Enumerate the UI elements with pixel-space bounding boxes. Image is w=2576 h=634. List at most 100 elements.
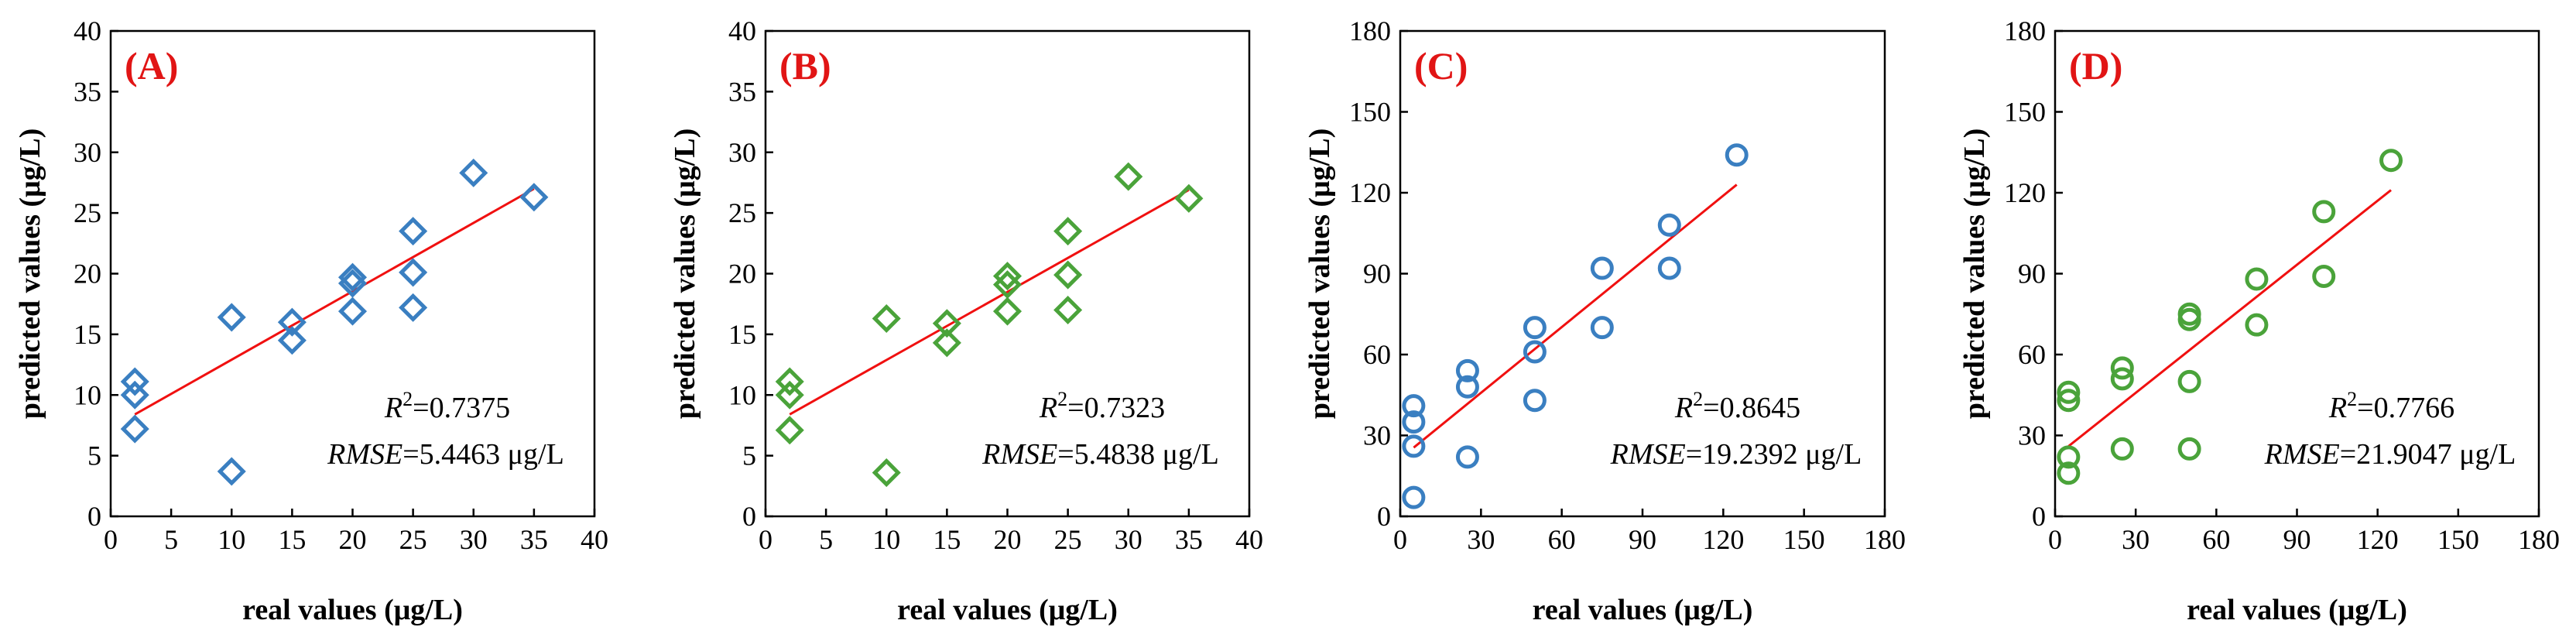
data-point [775, 367, 804, 396]
rmse-symbol: RMSE [981, 438, 1057, 471]
data-point [1523, 340, 1547, 364]
data-point [1053, 260, 1083, 290]
panel-b: 0 5 10 15 20 25 30 35 40 0 5 10 15 20 25 30 35 40 real val… [669, 15, 1263, 626]
x-tick-label: 0 [2048, 524, 2062, 555]
x-tick-label: 20 [994, 524, 1022, 555]
x-tick-label: 90 [1629, 524, 1656, 555]
data-point [1523, 316, 1547, 340]
y-tick-label: 5 [742, 440, 756, 471]
data-point [120, 380, 149, 410]
y-tick-label: 20 [728, 259, 756, 290]
data-point [932, 309, 961, 338]
data-point [337, 262, 368, 292]
data-point [2245, 313, 2269, 337]
rmse-annotation: RMSE=5.4463 μg/L [327, 438, 564, 471]
rmse-annotation: RMSE=5.4838 μg/L [981, 438, 1219, 471]
r2-annotation: R2=0.7375 [384, 388, 510, 424]
x-tick-label: 0 [104, 524, 118, 555]
data-point [992, 262, 1023, 291]
y-tick-label: 15 [74, 319, 101, 350]
y-tick-label: 90 [1363, 259, 1391, 290]
data-point [1657, 256, 1681, 280]
x-axis-label: real values (μg/L) [897, 594, 1118, 626]
data-point [2057, 461, 2081, 485]
y-tick-label: 0 [1377, 501, 1391, 532]
y-axis-label: predicted values (μg/L) [1303, 129, 1336, 420]
fit-line [134, 187, 535, 416]
y-tick-label: 40 [74, 15, 101, 46]
y-tick-label: 35 [74, 76, 101, 107]
y-axis-label: predicted values (μg/L) [669, 129, 701, 420]
r2-symbol: R [1039, 392, 1057, 424]
x-tick-label: 25 [399, 524, 427, 555]
fit-line [789, 189, 1190, 416]
x-tick-label: 35 [1175, 524, 1203, 555]
data-point [775, 416, 804, 445]
y-tick-label: 35 [728, 76, 756, 107]
data-point [2057, 389, 2081, 413]
data-point [2177, 302, 2201, 326]
data-point [519, 183, 549, 212]
x-tick-label: 30 [460, 524, 488, 555]
r2-superscript: 2 [402, 388, 413, 410]
panel-label: (A) [125, 44, 178, 87]
y-tick-label: 180 [1349, 15, 1391, 46]
x-tick-label: 10 [872, 524, 900, 555]
y-tick-label: 60 [2018, 339, 2046, 370]
data-point [1523, 389, 1547, 413]
y-tick-label: 25 [74, 197, 101, 228]
r2-value: =0.8645 [1703, 392, 1800, 424]
y-tick-label: 30 [74, 137, 101, 168]
panel-c: 0 30 60 90 120 150 180 0 30 60 90 120 150 180 real val… [1303, 15, 1906, 626]
panel-label: (B) [779, 44, 831, 87]
x-tick-label: 15 [278, 524, 306, 555]
y-tick-label: 120 [1349, 177, 1391, 208]
panel-label: (C) [1414, 44, 1468, 87]
data-point [2177, 437, 2201, 461]
x-tick-label: 40 [1235, 524, 1263, 555]
data-point [120, 414, 149, 444]
x-tick-label: 20 [339, 524, 367, 555]
data-point [217, 457, 246, 486]
data-point [2057, 380, 2081, 404]
r2-annotation: R2=0.7323 [1039, 388, 1165, 424]
y-axis-label: predicted values (μg/L) [14, 129, 46, 420]
data-point [1402, 485, 1426, 509]
y-tick-label: 150 [1349, 97, 1391, 128]
data-point [2245, 267, 2269, 291]
data-point [1590, 256, 1614, 280]
r2-superscript: 2 [1693, 388, 1703, 410]
data-point [1053, 217, 1083, 246]
x-tick-label: 180 [1864, 524, 1906, 555]
x-tick-label: 15 [933, 524, 961, 555]
data-point [217, 303, 246, 332]
r2-value: =0.7375 [413, 392, 510, 424]
panel-label: (D) [2069, 44, 2122, 87]
data-point [1657, 213, 1681, 237]
data-point [1402, 394, 1426, 418]
data-point [1402, 434, 1426, 458]
x-tick-label: 90 [2283, 524, 2311, 555]
data-point [1725, 143, 1749, 167]
rmse-symbol: RMSE [2264, 438, 2340, 471]
data-point [992, 296, 1023, 326]
data-point [2312, 264, 2336, 288]
y-axis-label: predicted values (μg/L) [1958, 129, 1991, 420]
rmse-value: =21.9047 μg/L [2340, 438, 2516, 471]
x-tick-label: 120 [2357, 524, 2399, 555]
y-tick-label: 30 [1363, 420, 1391, 451]
data-point [1174, 183, 1204, 213]
y-tick-label: 90 [2018, 259, 2046, 290]
rmse-symbol: RMSE [327, 438, 402, 471]
data-point [120, 367, 149, 396]
y-tick-label: 60 [1363, 339, 1391, 370]
x-tick-label: 30 [1467, 524, 1495, 555]
rmse-value: =5.4463 μg/L [402, 438, 564, 471]
r2-superscript: 2 [2347, 388, 2357, 410]
r2-value: =0.7323 [1067, 392, 1165, 424]
data-point [1455, 358, 1479, 382]
data-point [1455, 375, 1479, 399]
x-tick-label: 5 [164, 524, 178, 555]
data-point [2110, 437, 2134, 461]
